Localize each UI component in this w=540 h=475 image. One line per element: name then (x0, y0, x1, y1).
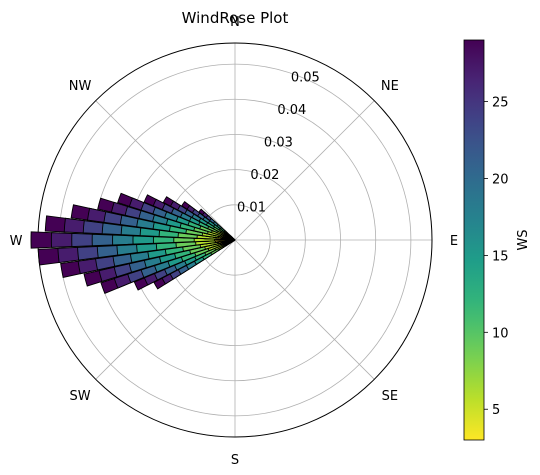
direction-label-e: E (450, 234, 458, 249)
colorbar: 5 10 15 20 25 WS (463, 39, 531, 441)
angular-gridline (95, 100, 236, 241)
colorbar-tick-label: 10 (492, 326, 509, 341)
radial-tick-label: 0.04 (277, 103, 306, 118)
colorbar-tick-label: 25 (492, 96, 509, 111)
angular-gridline (234, 100, 375, 241)
direction-label-s: S (231, 453, 239, 468)
colorbar-gradient (463, 39, 485, 441)
direction-label-se: SE (382, 389, 398, 404)
direction-label-w: W (10, 234, 23, 249)
colorbar-tick-label: 5 (492, 403, 500, 418)
radial-tick-label: 0.03 (264, 136, 293, 151)
radial-tick-label: 0.02 (250, 168, 279, 183)
wind-bars (30, 192, 236, 294)
axis-labels: N NE E SE S SW W NW 0.01 0.02 0.03 0.04 0.05 (10, 15, 459, 468)
wind-bar (230, 236, 236, 241)
colorbar-label: WS (516, 229, 531, 250)
direction-label-sw: SW (70, 389, 91, 404)
direction-label-ne: NE (381, 79, 399, 94)
colorbar-tick-label: 20 (492, 172, 509, 187)
radial-tick-label: 0.01 (237, 201, 266, 216)
angular-gridline (234, 239, 375, 380)
radial-tick-label: 0.05 (291, 71, 320, 86)
angular-gridline (95, 239, 236, 380)
direction-label-n: N (230, 15, 240, 30)
colorbar-tick-label: 15 (492, 249, 509, 264)
chart-title: WindRose Plot (182, 9, 289, 27)
direction-label-nw: NW (69, 79, 92, 94)
